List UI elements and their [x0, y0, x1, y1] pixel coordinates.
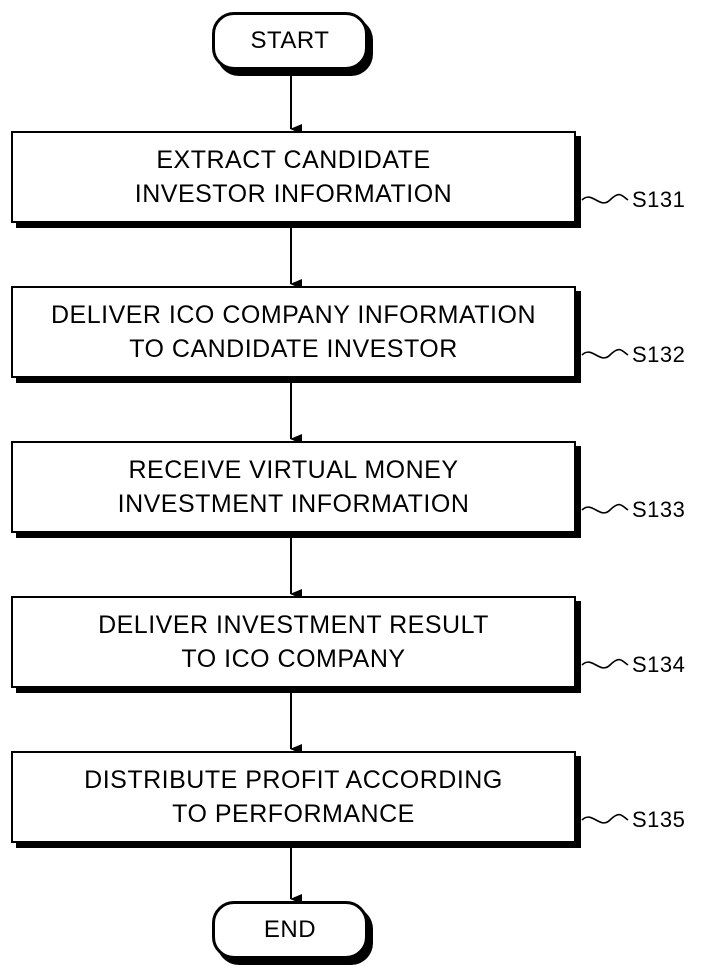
leader-s135: [581, 813, 629, 824]
process-step-s134: DELIVER INVESTMENT RESULT TO ICO COMPANY: [11, 596, 576, 688]
start-terminal: START: [212, 12, 368, 70]
step-text-line1: DELIVER INVESTMENT RESULT: [98, 611, 489, 639]
process-step-s131: EXTRACT CANDIDATE INVESTOR INFORMATION: [11, 131, 576, 223]
process-step-s135: DISTRIBUTE PROFIT ACCORDING TO PERFORMAN…: [11, 751, 576, 843]
step-text-line2: TO PERFORMANCE: [172, 800, 415, 828]
step-label-s131: S131: [632, 187, 686, 212]
step-text-line2: INVESTOR INFORMATION: [134, 180, 453, 208]
end-terminal: END: [212, 901, 368, 959]
step-text-line1: DISTRIBUTE PROFIT ACCORDING: [84, 766, 503, 794]
step-label-s133: S133: [632, 497, 686, 522]
leader-s131: [581, 193, 629, 204]
step-text-line1: EXTRACT CANDIDATE: [156, 146, 431, 174]
start-label: START: [250, 27, 330, 54]
step-text-line2: TO CANDIDATE INVESTOR: [129, 335, 458, 363]
leader-s133: [581, 503, 629, 514]
process-step-s133: RECEIVE VIRTUAL MONEY INVESTMENT INFORMA…: [11, 441, 576, 533]
step-label-s135: S135: [632, 807, 686, 832]
leader-s132: [581, 348, 629, 359]
step-text-line2: INVESTMENT INFORMATION: [117, 490, 470, 518]
step-label-s132: S132: [632, 342, 686, 367]
end-label: END: [263, 916, 317, 943]
process-step-s132: DELIVER ICO COMPANY INFORMATION TO CANDI…: [11, 286, 576, 378]
leader-s134: [581, 658, 629, 669]
step-label-s134: S134: [632, 652, 686, 677]
step-text-line1: DELIVER ICO COMPANY INFORMATION: [51, 301, 536, 329]
step-text-line1: RECEIVE VIRTUAL MONEY: [128, 456, 459, 484]
step-text-line2: TO ICO COMPANY: [181, 645, 406, 673]
